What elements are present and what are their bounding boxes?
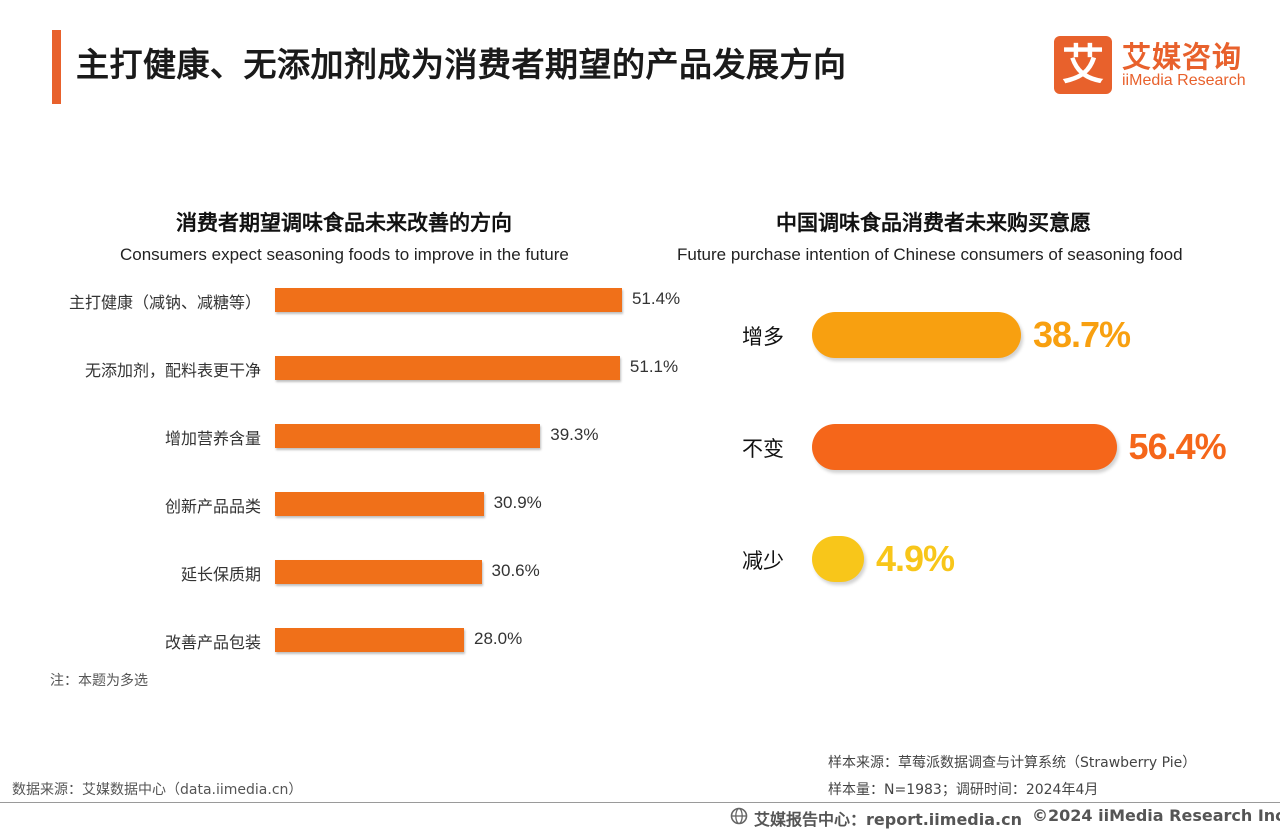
pill-category-label: 不变	[742, 437, 784, 461]
logo-mark-icon: 艾	[1054, 36, 1112, 94]
page-title: 主打健康、无添加剂成为消费者期望的产品发展方向	[76, 45, 847, 84]
pill-category-label: 增多	[742, 325, 784, 349]
bar	[275, 424, 541, 448]
pill-value-label: 4.9%	[876, 538, 955, 579]
footer-divider	[0, 802, 1280, 803]
sample-size: 样本量：N=1983；调研时间：2024年4月	[828, 782, 1099, 798]
bar	[275, 560, 482, 584]
bar-category-label: 增加营养含量	[164, 429, 261, 448]
bar	[275, 288, 622, 312]
pill-value-label: 38.7%	[1032, 314, 1131, 355]
pill-value-label: 56.4%	[1128, 426, 1227, 467]
bar-value-label: 39.3%	[550, 425, 599, 444]
bar	[275, 628, 464, 652]
footer-report-link[interactable]: 艾媒报告中心：report.iimedia.cn	[754, 810, 1022, 829]
logo-text-cn: 艾媒咨询	[1122, 40, 1243, 74]
bar-value-label: 30.6%	[491, 561, 540, 580]
iimedia-logo: 艾 艾媒咨询 iiMedia Research	[1052, 34, 1262, 98]
data-source: 数据来源：艾媒数据中心（data.iimedia.cn）	[12, 782, 303, 798]
sample-source: 样本来源：草莓派数据调查与计算系统（Strawberry Pie）	[828, 755, 1197, 771]
bar-value-label: 28.0%	[474, 629, 523, 648]
footer-copyright: ©2024 iiMedia Research Inc	[1032, 806, 1280, 825]
bar-category-label: 改善产品包装	[164, 633, 261, 652]
pill-bar	[812, 424, 1117, 470]
left-chart-title: 消费者期望调味食品未来改善的方向	[176, 211, 512, 235]
pill-bar	[812, 536, 864, 582]
pill-category-label: 减少	[742, 549, 784, 573]
bar-category-label: 创新产品品类	[164, 497, 261, 516]
bar-category-label: 延长保质期	[180, 565, 261, 584]
title-accent-bar	[52, 30, 61, 104]
logo-text-en: iiMedia Research	[1122, 72, 1246, 89]
bar-value-label: 30.9%	[493, 493, 542, 512]
chart-note: 注：本题为多选	[50, 673, 148, 689]
pill-bar	[812, 312, 1021, 358]
left-chart-subtitle: Consumers expect seasoning foods to impr…	[120, 245, 569, 264]
bar-category-label: 无添加剂，配料表更干净	[84, 361, 261, 380]
right-chart-title: 中国调味食品消费者未来购买意愿	[776, 211, 1091, 235]
bar-category-label: 主打健康（减钠、减糖等）	[68, 293, 261, 312]
bar-value-label: 51.4%	[631, 289, 681, 308]
bar	[275, 356, 620, 380]
bar-value-label: 51.1%	[629, 357, 679, 376]
right-chart-subtitle: Future purchase intention of Chinese con…	[677, 245, 1183, 264]
bar	[275, 492, 484, 516]
globe-icon	[730, 807, 748, 825]
